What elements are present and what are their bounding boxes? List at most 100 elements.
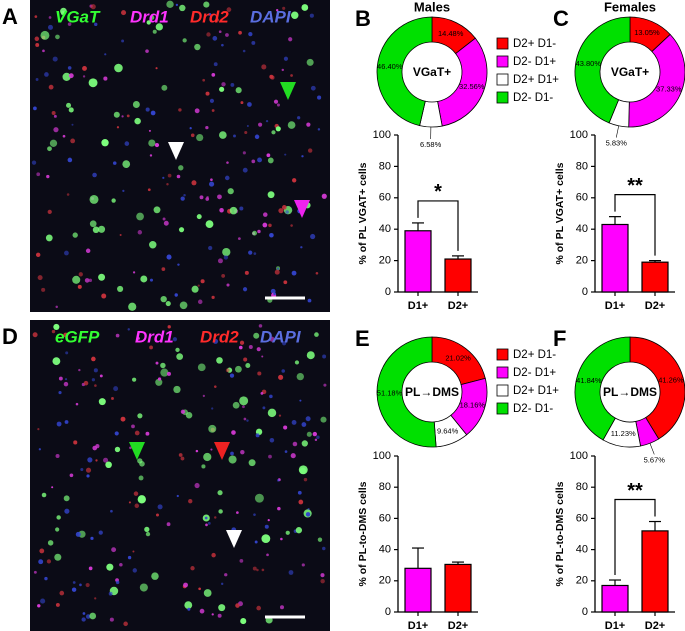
cell-dot <box>66 102 72 108</box>
x-tick-label: D2+ <box>645 620 666 631</box>
cell-dot <box>292 178 297 183</box>
cell-dot <box>41 287 46 292</box>
cell-dot <box>252 566 257 571</box>
cell-dot <box>175 3 179 7</box>
cell-dot <box>161 84 168 91</box>
cell-dot <box>137 413 143 419</box>
cell-dot <box>310 233 316 240</box>
cell-dot <box>207 521 211 525</box>
cell-dot <box>153 206 161 214</box>
cell-dot <box>269 394 273 399</box>
cell-dot <box>111 547 117 553</box>
x-tick-label: D2+ <box>645 300 666 312</box>
cell-dot <box>46 174 50 179</box>
cell-dot <box>203 589 212 597</box>
cell-dot <box>305 512 311 517</box>
cell-dot <box>217 613 222 618</box>
cell-dot <box>285 210 289 214</box>
cell-dot <box>55 453 60 458</box>
cell-dot <box>194 108 200 114</box>
cell-dot <box>101 293 107 299</box>
cell-dot <box>103 457 109 463</box>
cell-dot <box>62 72 71 81</box>
cell-dot <box>132 568 137 573</box>
cell-dot <box>294 360 300 365</box>
cell-dot <box>301 563 305 567</box>
cell-dot <box>92 226 100 234</box>
value-label: 13.05% <box>634 28 660 37</box>
cell-dot <box>217 194 222 200</box>
cell-dot <box>127 328 130 331</box>
cell-dot <box>253 332 260 339</box>
cell-dot <box>305 416 311 422</box>
cell-dot <box>149 154 153 157</box>
cell-dot <box>210 178 213 182</box>
cell-dot <box>267 157 274 164</box>
cell-dot <box>75 531 81 537</box>
channel-label: Drd2 <box>200 327 239 346</box>
cell-dot <box>287 121 296 129</box>
cell-dot <box>132 101 140 108</box>
cell-dot <box>98 530 103 535</box>
cell-dot <box>307 148 313 153</box>
cell-dot <box>88 278 93 283</box>
cell-dot <box>199 608 205 614</box>
cell-dot <box>306 431 312 437</box>
cell-dot <box>37 275 43 281</box>
cell-dot <box>244 130 248 135</box>
y-axis-label: % of PL-to-DMS cells <box>554 481 566 586</box>
cell-dot <box>80 467 84 472</box>
cell-dot <box>47 24 54 30</box>
cell-dot <box>111 397 114 400</box>
cell-dot <box>44 72 49 77</box>
cell-dot <box>89 194 99 204</box>
cell-dot <box>269 74 274 79</box>
cell-dot <box>145 531 151 537</box>
cell-dot <box>262 406 266 410</box>
cell-dot <box>117 285 124 292</box>
cell-dot <box>139 583 148 592</box>
cell-dot <box>226 161 229 164</box>
legend-label: D2- D1- <box>513 92 553 104</box>
x-tick-label: D1+ <box>605 620 626 631</box>
cell-dot <box>253 513 256 516</box>
cell-dot <box>99 374 103 378</box>
cell-dot <box>224 175 230 181</box>
cell-dot <box>218 604 226 612</box>
leader-line <box>615 125 620 138</box>
cell-dot <box>94 597 97 600</box>
bar <box>641 261 669 293</box>
cell-dot <box>132 377 137 382</box>
cell-dot <box>301 440 308 447</box>
cell-dot <box>178 227 185 233</box>
cell-dot <box>59 590 65 596</box>
cell-dot <box>126 114 130 118</box>
cell-dot <box>211 73 216 77</box>
cell-dot <box>90 536 94 540</box>
value-label: 9.64% <box>437 426 459 435</box>
donut-segment <box>629 336 685 440</box>
cell-dot <box>83 380 89 386</box>
cell-dot <box>47 540 54 546</box>
cell-dot <box>162 176 165 179</box>
cell-dot <box>290 224 293 227</box>
legend-label: D2+ D1- <box>513 38 556 50</box>
cell-dot <box>248 31 253 37</box>
cell-dot <box>251 159 256 164</box>
value-label: 21.02% <box>445 353 471 362</box>
cell-dot <box>218 30 222 34</box>
cell-dot <box>264 524 269 529</box>
cell-dot <box>66 193 70 196</box>
cell-dot <box>196 134 204 142</box>
cell-dot <box>78 368 81 372</box>
cell-dot <box>221 274 226 278</box>
legend-swatch <box>496 73 509 86</box>
cell-dot <box>204 516 208 520</box>
cell-dot <box>299 399 302 402</box>
y-tick-label: 0 <box>582 286 588 298</box>
cell-dot <box>81 617 86 622</box>
cell-dot <box>148 129 151 132</box>
cell-dot <box>244 270 249 275</box>
cell-dot <box>197 299 203 305</box>
cell-dot <box>226 7 232 12</box>
